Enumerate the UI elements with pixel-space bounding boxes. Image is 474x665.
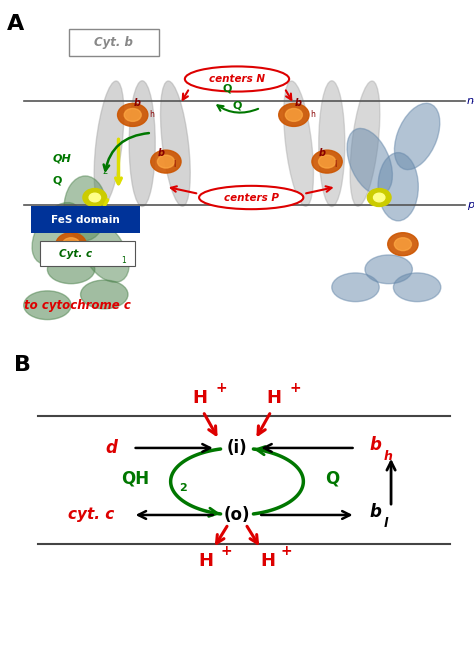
Text: n-side: n-side bbox=[467, 96, 474, 106]
Text: p-side: p-side bbox=[467, 200, 474, 209]
Ellipse shape bbox=[129, 80, 155, 206]
Ellipse shape bbox=[332, 273, 379, 302]
Text: b: b bbox=[134, 98, 141, 108]
Ellipse shape bbox=[64, 176, 107, 241]
Ellipse shape bbox=[347, 128, 392, 195]
Circle shape bbox=[285, 108, 302, 122]
Circle shape bbox=[279, 104, 309, 126]
Text: H: H bbox=[199, 552, 214, 571]
Text: centers P: centers P bbox=[224, 192, 279, 203]
Text: 1: 1 bbox=[121, 256, 126, 265]
Text: QH: QH bbox=[121, 469, 149, 487]
Text: b: b bbox=[370, 436, 382, 454]
FancyBboxPatch shape bbox=[31, 206, 140, 233]
Text: (i): (i) bbox=[227, 439, 247, 457]
Text: FeS domain: FeS domain bbox=[51, 215, 120, 225]
Ellipse shape bbox=[32, 203, 82, 264]
Text: d: d bbox=[105, 439, 118, 457]
Text: l: l bbox=[334, 160, 337, 169]
Circle shape bbox=[89, 194, 100, 201]
Ellipse shape bbox=[350, 81, 380, 206]
Text: 2: 2 bbox=[179, 483, 186, 493]
Text: H: H bbox=[192, 390, 208, 408]
Circle shape bbox=[63, 237, 80, 251]
Text: Cyt. b: Cyt. b bbox=[94, 36, 133, 49]
Text: H: H bbox=[266, 390, 282, 408]
Text: h: h bbox=[149, 110, 154, 118]
Text: centers N: centers N bbox=[209, 74, 265, 84]
Ellipse shape bbox=[80, 221, 129, 282]
Text: (o): (o) bbox=[224, 506, 250, 524]
Circle shape bbox=[367, 188, 391, 206]
Text: Q: Q bbox=[223, 84, 232, 94]
Ellipse shape bbox=[185, 66, 289, 92]
Ellipse shape bbox=[81, 280, 128, 309]
FancyBboxPatch shape bbox=[40, 241, 135, 266]
Text: Q: Q bbox=[232, 101, 242, 111]
Ellipse shape bbox=[47, 255, 95, 284]
Text: A: A bbox=[7, 15, 24, 35]
Text: +: + bbox=[289, 381, 301, 395]
Text: b: b bbox=[295, 98, 302, 108]
Circle shape bbox=[83, 188, 107, 206]
Text: Q: Q bbox=[52, 175, 62, 185]
Text: Q: Q bbox=[325, 469, 339, 487]
Ellipse shape bbox=[94, 81, 124, 206]
Text: H: H bbox=[260, 552, 275, 571]
Text: to cytochrome c: to cytochrome c bbox=[24, 299, 130, 312]
Circle shape bbox=[312, 150, 342, 173]
Ellipse shape bbox=[24, 291, 71, 320]
FancyBboxPatch shape bbox=[69, 29, 159, 56]
Circle shape bbox=[394, 237, 411, 251]
Circle shape bbox=[56, 233, 86, 255]
Ellipse shape bbox=[199, 186, 303, 209]
Text: b: b bbox=[158, 148, 164, 158]
Text: cyt. c: cyt. c bbox=[67, 507, 114, 523]
Text: b: b bbox=[319, 148, 326, 158]
Ellipse shape bbox=[284, 81, 313, 206]
Text: l: l bbox=[384, 517, 388, 529]
Text: 2: 2 bbox=[102, 167, 107, 176]
Circle shape bbox=[118, 104, 148, 126]
Text: h: h bbox=[384, 450, 393, 463]
Ellipse shape bbox=[393, 273, 441, 302]
Ellipse shape bbox=[161, 81, 190, 206]
Text: b: b bbox=[370, 503, 382, 521]
Circle shape bbox=[374, 194, 385, 201]
Text: +: + bbox=[220, 544, 232, 558]
Text: l: l bbox=[173, 160, 175, 169]
Circle shape bbox=[157, 155, 174, 168]
Text: h: h bbox=[310, 110, 315, 118]
Circle shape bbox=[124, 108, 141, 122]
Ellipse shape bbox=[365, 255, 412, 284]
Circle shape bbox=[388, 233, 418, 255]
Text: +: + bbox=[281, 544, 292, 558]
Text: Cyt. c: Cyt. c bbox=[59, 249, 92, 259]
Ellipse shape bbox=[319, 80, 345, 206]
Circle shape bbox=[151, 150, 181, 173]
Ellipse shape bbox=[394, 103, 440, 170]
Circle shape bbox=[319, 155, 336, 168]
Text: +: + bbox=[216, 381, 228, 395]
Text: QH: QH bbox=[52, 154, 71, 164]
Text: B: B bbox=[14, 355, 31, 375]
Ellipse shape bbox=[378, 152, 419, 221]
